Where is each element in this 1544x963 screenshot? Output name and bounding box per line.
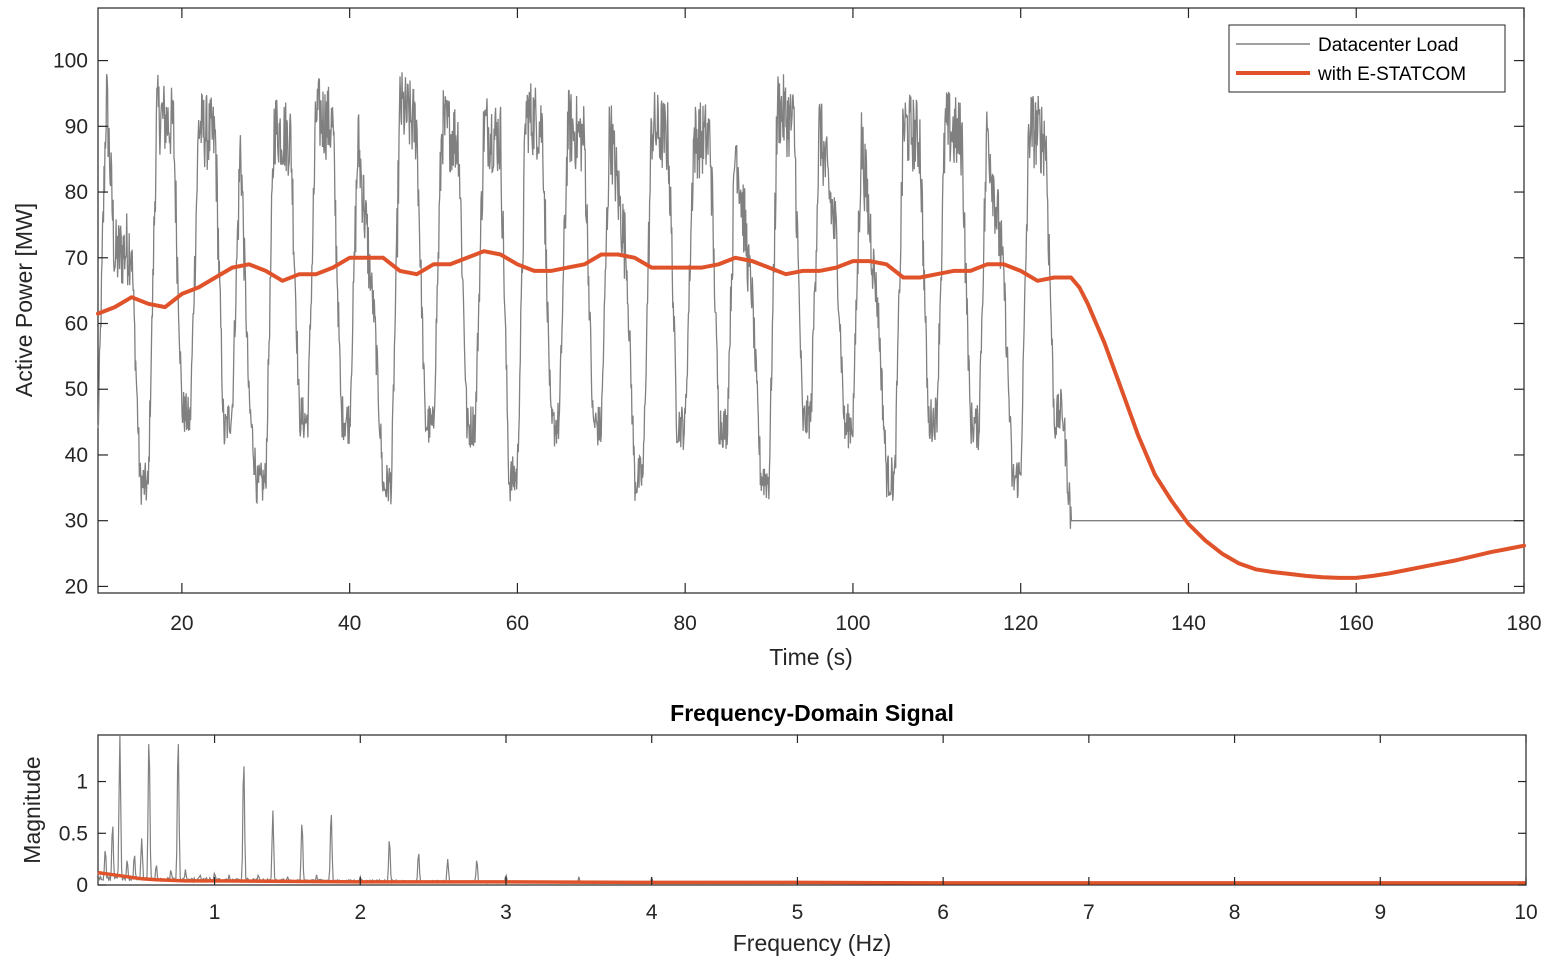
power-chart-plot-area — [96, 72, 1526, 580]
x-tick-label: 9 — [1374, 901, 1386, 924]
y-tick-label: 100 — [53, 50, 88, 73]
x-tick-label: 160 — [1339, 612, 1374, 635]
x-tick-label: 8 — [1229, 901, 1241, 924]
y-tick-label: 0 — [76, 874, 88, 897]
x-tick-label: 5 — [792, 901, 804, 924]
x-tick-label: 6 — [937, 901, 949, 924]
y-tick-label: 0.5 — [59, 822, 88, 845]
x-tick-label: 1 — [209, 901, 221, 924]
frequency-chart-y-ticks: 00.51 — [59, 771, 1526, 897]
y-tick-label: 20 — [65, 575, 88, 598]
frequency-chart-frame — [97, 734, 1527, 886]
x-tick-label: 40 — [338, 612, 361, 635]
x-tick-label: 140 — [1171, 612, 1206, 635]
frequency-chart-x-axis-label: Frequency (Hz) — [733, 930, 891, 956]
x-tick-label: 2 — [354, 901, 366, 924]
power-chart-y-ticks: 20 30 40 50 60 70 80 90 100 — [53, 50, 1524, 598]
y-tick-label: 80 — [65, 181, 88, 204]
series-datacenter-load-line — [97, 72, 1524, 529]
power-chart-frame — [97, 7, 1525, 594]
x-tick-label: 20 — [170, 612, 193, 635]
power-chart-x-ticks: 20 40 60 80 100 120 140 160 180 — [170, 8, 1542, 635]
legend-box — [1228, 24, 1506, 93]
y-tick-label: 30 — [65, 510, 88, 533]
x-tick-label: 180 — [1506, 612, 1541, 635]
y-tick-label: 60 — [65, 313, 88, 336]
y-tick-label: 1 — [76, 771, 88, 794]
frequency-chart: Frequency-Domain Signal 1 2 3 4 5 6 7 8 9 10 00.5… — [19, 700, 1538, 956]
y-tick-label: 50 — [65, 378, 88, 401]
x-tick-label: 10 — [1514, 901, 1537, 924]
x-tick-label: 60 — [506, 612, 529, 635]
y-tick-label: 70 — [65, 247, 88, 270]
x-tick-label: 4 — [646, 901, 658, 924]
x-tick-label: 3 — [500, 901, 512, 924]
series-with-e-statcom-line — [96, 249, 1526, 580]
power-chart-x-axis-label: Time (s) — [769, 644, 852, 670]
x-tick-label: 100 — [835, 612, 870, 635]
frequency-chart-y-axis-label: Magnitude — [19, 756, 45, 863]
legend-label-with-e-statcom: with E-STATCOM — [1317, 64, 1466, 85]
x-tick-label: 80 — [673, 612, 696, 635]
power-chart-y-axis-label: Active Power [MW] — [11, 203, 37, 397]
x-tick-label: 120 — [1003, 612, 1038, 635]
y-tick-label: 90 — [65, 115, 88, 138]
power-chart-legend: Datacenter Load with E-STATCOM — [1228, 24, 1506, 93]
legend-label-datacenter-load: Datacenter Load — [1318, 35, 1459, 56]
frequency-chart-x-ticks: 1 2 3 4 5 6 7 8 9 10 — [209, 735, 1538, 924]
power-chart: 20 40 60 80 100 120 140 160 180 20 30 40 50 60 70 80 90… — [11, 7, 1542, 670]
frequency-chart-title: Frequency-Domain Signal — [670, 700, 954, 726]
y-tick-label: 40 — [65, 444, 88, 467]
x-tick-label: 7 — [1083, 901, 1095, 924]
